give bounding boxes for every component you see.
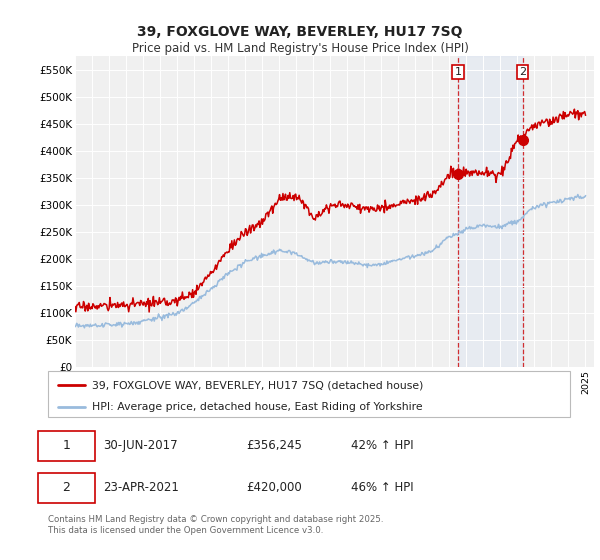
Text: 39, FOXGLOVE WAY, BEVERLEY, HU17 7SQ: 39, FOXGLOVE WAY, BEVERLEY, HU17 7SQ: [137, 25, 463, 39]
Text: 42% ↑ HPI: 42% ↑ HPI: [351, 439, 413, 452]
Text: 1: 1: [454, 67, 461, 77]
Text: 2: 2: [519, 67, 526, 77]
Bar: [458, 56, 523, 367]
Text: Price paid vs. HM Land Registry's House Price Index (HPI): Price paid vs. HM Land Registry's House …: [131, 42, 469, 55]
Text: Contains HM Land Registry data © Crown copyright and database right 2025.
This d: Contains HM Land Registry data © Crown c…: [48, 515, 383, 535]
Text: £356,245: £356,245: [247, 439, 302, 452]
Text: 30-JUN-2017: 30-JUN-2017: [103, 439, 178, 452]
Text: 23-APR-2021: 23-APR-2021: [103, 481, 179, 494]
FancyBboxPatch shape: [48, 371, 570, 417]
Text: 39, FOXGLOVE WAY, BEVERLEY, HU17 7SQ (detached house): 39, FOXGLOVE WAY, BEVERLEY, HU17 7SQ (de…: [92, 380, 424, 390]
Text: 46% ↑ HPI: 46% ↑ HPI: [351, 481, 413, 494]
Text: 1: 1: [62, 439, 70, 452]
Text: HPI: Average price, detached house, East Riding of Yorkshire: HPI: Average price, detached house, East…: [92, 402, 423, 412]
Text: £420,000: £420,000: [247, 481, 302, 494]
Text: 2: 2: [62, 481, 70, 494]
FancyBboxPatch shape: [38, 473, 95, 503]
FancyBboxPatch shape: [38, 431, 95, 461]
